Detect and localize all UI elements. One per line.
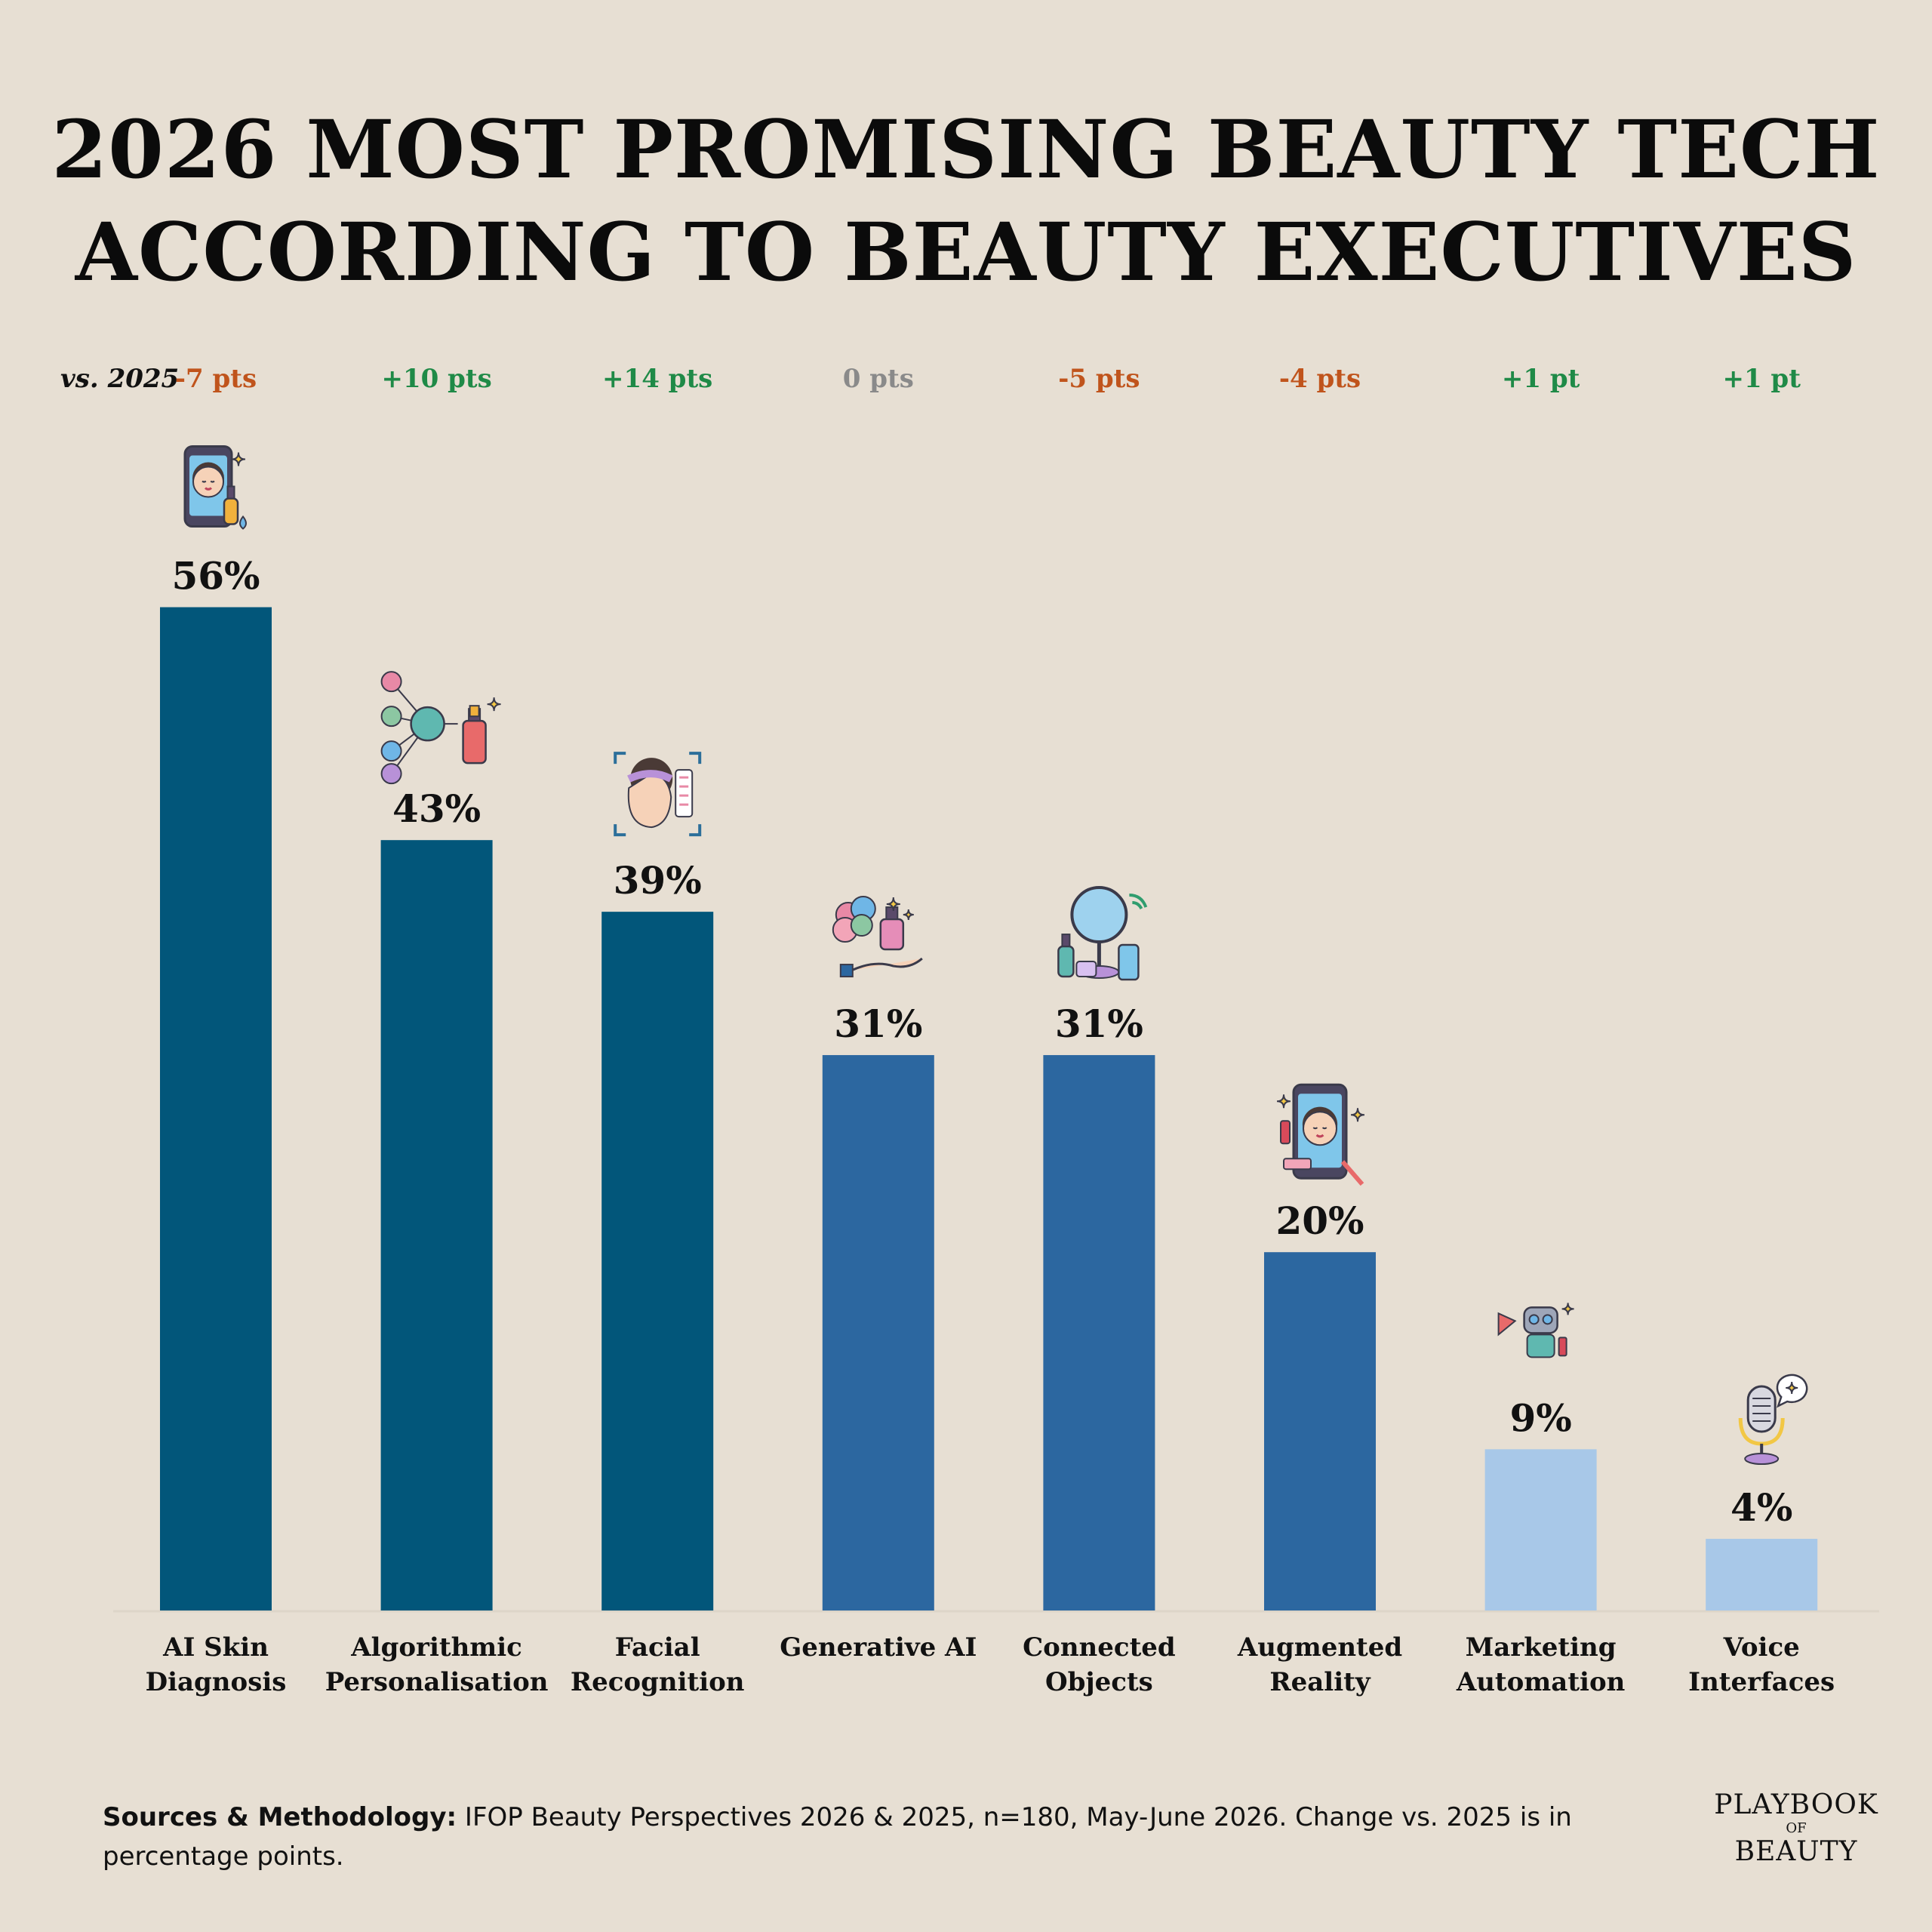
- category-label-line: Objects: [1044, 1667, 1153, 1697]
- category-label-marketing-automation: Marketing Automation: [1420, 1630, 1662, 1700]
- change-facial-recognition: +14 pts: [602, 364, 713, 394]
- category-label-augmented-reality: Augmented Reality: [1199, 1630, 1441, 1700]
- change-voice-interfaces: +1 pt: [1722, 364, 1801, 394]
- personalisation-network-icon: [380, 671, 501, 785]
- sources-text: IFOP Beauty Perspectives 2026 & 2025, n=…: [103, 1802, 1572, 1872]
- category-label-line: Facial: [614, 1632, 700, 1663]
- change-augmented-reality: -4 pts: [1278, 364, 1361, 394]
- category-label-line: Personalisation: [325, 1667, 549, 1697]
- category-label-line: Voice: [1723, 1632, 1800, 1663]
- brain-serum-hand-icon: [832, 896, 923, 978]
- bar-augmented-reality: [1264, 1252, 1376, 1611]
- category-label-line: Reality: [1269, 1667, 1371, 1697]
- category-label-generative-ai: Generative AI: [758, 1630, 999, 1665]
- bar-ai-skin-diagnosis: [160, 607, 272, 1611]
- phone-face-serum-icon: [183, 445, 247, 530]
- category-label-line: Generative AI: [780, 1632, 977, 1663]
- sources-label: Sources & Methodology:: [103, 1802, 457, 1832]
- category-label-facial-recognition: Facial Recognition: [537, 1630, 778, 1700]
- category-label-line: Diagnosis: [145, 1667, 287, 1697]
- category-label-line: Algorithmic: [351, 1632, 522, 1663]
- value-label-voice-interfaces: 4%: [1730, 1485, 1792, 1530]
- category-label-connected-objects: Connected Objects: [978, 1630, 1220, 1700]
- category-label-voice-interfaces: Voice Interfaces: [1641, 1630, 1882, 1700]
- category-label-line: Automation: [1456, 1667, 1626, 1697]
- value-label-algorithmic-personalisation: 43%: [392, 786, 481, 831]
- category-label-line: Connected: [1023, 1632, 1176, 1663]
- bar-generative-ai: [822, 1055, 934, 1611]
- change-generative-ai: 0 pts: [842, 364, 914, 394]
- change-connected-objects: -5 pts: [1058, 364, 1140, 394]
- chart-title-line-2: ACCORDING TO BEAUTY EXECUTIVES: [75, 205, 1857, 299]
- value-label-connected-objects: 31%: [1055, 1001, 1143, 1046]
- microphone-icon: [1738, 1374, 1808, 1466]
- brand-logo: PLAYBOOK OF BEAUTY: [1683, 1790, 1909, 1867]
- category-label-line: Augmented: [1237, 1632, 1403, 1663]
- category-label-line: Recognition: [570, 1667, 745, 1697]
- category-label-algorithmic-personalisation: Algorithmic Personalisation: [316, 1630, 558, 1700]
- value-label-generative-ai: 31%: [834, 1001, 922, 1046]
- chart-title-line-1: 2026 MOST PROMISING BEAUTY TECH: [51, 102, 1881, 196]
- value-label-augmented-reality: 20%: [1275, 1198, 1364, 1243]
- robot-megaphone-icon: [1497, 1303, 1574, 1358]
- category-label-line: Interfaces: [1688, 1667, 1835, 1697]
- category-label-line: Marketing: [1465, 1632, 1617, 1663]
- category-label-line: AI Skin: [163, 1632, 269, 1663]
- category-label-ai-skin-diagnosis: AI Skin Diagnosis: [95, 1630, 337, 1700]
- bar-marketing-automation: [1484, 1449, 1597, 1611]
- sources-note: Sources & Methodology: IFOP Beauty Persp…: [103, 1798, 1657, 1876]
- phone-makeup-icon: [1276, 1083, 1365, 1186]
- bar-connected-objects: [1043, 1055, 1155, 1611]
- change-algorithmic-personalisation: +10 pts: [381, 364, 492, 394]
- value-label-facial-recognition: 39%: [614, 858, 702, 903]
- logo-line-2: OF: [1786, 1820, 1807, 1836]
- bar-voice-interfaces: [1706, 1539, 1818, 1611]
- change-row-label: vs. 2025: [60, 364, 180, 394]
- change-marketing-automation: +1 pt: [1501, 364, 1580, 394]
- logo-line-1: PLAYBOOK: [1714, 1789, 1878, 1820]
- smart-mirror-icon: [1057, 886, 1148, 981]
- logo-line-3: BEAUTY: [1734, 1836, 1858, 1867]
- value-label-ai-skin-diagnosis: 56%: [171, 554, 260, 598]
- bar-algorithmic-personalisation: [380, 840, 493, 1611]
- bar-facial-recognition: [601, 912, 714, 1611]
- face-scan-icon: [614, 752, 702, 837]
- value-label-marketing-automation: 9%: [1509, 1395, 1571, 1440]
- change-ai-skin-diagnosis: -7 pts: [174, 364, 257, 394]
- chart-title: 2026 MOST PROMISING BEAUTY TECH ACCORDIN…: [0, 98, 1932, 303]
